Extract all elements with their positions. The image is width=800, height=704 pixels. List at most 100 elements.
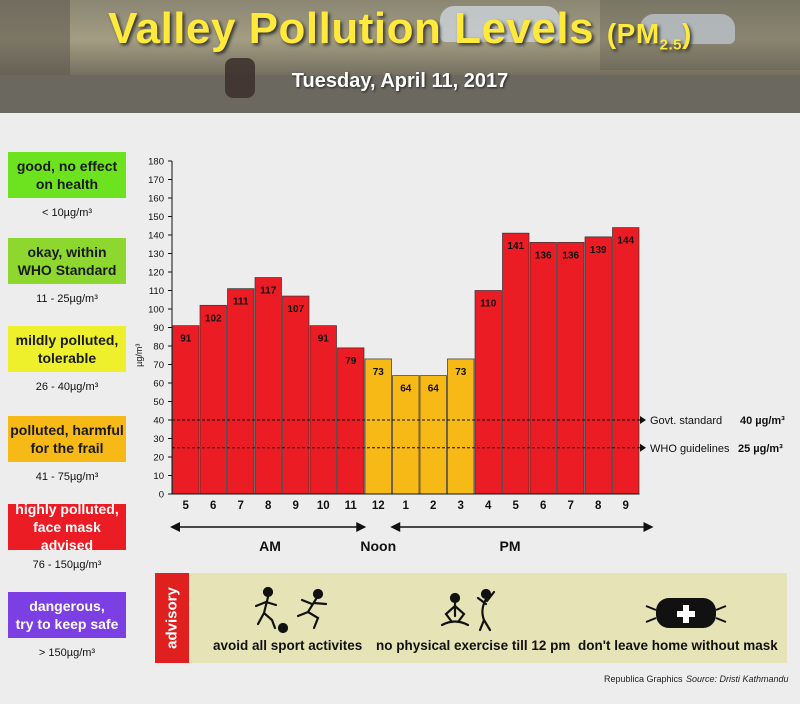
y-tick-label: 100 bbox=[148, 305, 164, 316]
x-tick-label: 5 bbox=[513, 500, 520, 512]
legend-range-4: 41 - 75µg/m³ bbox=[35, 471, 99, 483]
data-label: 111 bbox=[233, 297, 249, 308]
y-tick-label: 150 bbox=[148, 212, 164, 223]
legend-range-5: 76 - 150µg/m³ bbox=[32, 559, 102, 571]
reference-arrow bbox=[640, 443, 646, 452]
x-tick-label: 5 bbox=[183, 500, 190, 512]
legend-range-6: > 150µg/m³ bbox=[38, 647, 96, 659]
y-tick-label: 10 bbox=[153, 471, 164, 482]
bar-7 bbox=[557, 242, 585, 495]
data-label: 136 bbox=[535, 250, 552, 261]
bar-9 bbox=[282, 295, 310, 495]
x-tick-label: 2 bbox=[430, 500, 436, 512]
y-tick-label: 170 bbox=[148, 175, 164, 186]
meditation-icon bbox=[440, 592, 470, 627]
bar-10 bbox=[309, 325, 337, 495]
y-tick-label: 70 bbox=[153, 360, 164, 371]
title-pm-text: (PM bbox=[606, 18, 660, 49]
x-tick-label: 12 bbox=[372, 500, 385, 512]
data-label: 64 bbox=[428, 384, 440, 395]
bar-2 bbox=[419, 375, 447, 495]
pm-left-arrow bbox=[390, 522, 401, 532]
legend-label-line1: dangerous, bbox=[29, 598, 105, 614]
reference-arrow bbox=[640, 416, 646, 424]
bar-7 bbox=[227, 288, 255, 495]
data-label: 136 bbox=[562, 250, 579, 261]
x-tick-label: 6 bbox=[540, 500, 546, 512]
bar-4 bbox=[474, 290, 502, 495]
y-tick-label: 120 bbox=[148, 268, 164, 279]
x-tick-label: 8 bbox=[265, 500, 272, 512]
bar-5 bbox=[172, 325, 200, 495]
legend-swatch-2: okay, within WHO Standard bbox=[8, 238, 126, 284]
background-building bbox=[0, 0, 70, 75]
y-tick-label: 20 bbox=[153, 453, 164, 464]
sport-icon bbox=[254, 586, 328, 634]
legend-range-3: 26 - 40µg/m³ bbox=[35, 381, 99, 393]
background-car bbox=[640, 14, 735, 44]
y-tick-label: 80 bbox=[153, 342, 164, 353]
legend-swatch-5: highly polluted, face mask advised bbox=[8, 501, 126, 553]
x-tick-label: 7 bbox=[568, 500, 574, 512]
legend-label-line1: good, no effect bbox=[16, 158, 118, 174]
legend-label-line1: mildly polluted, bbox=[15, 332, 119, 348]
y-tick-label: 50 bbox=[153, 397, 164, 408]
legend-label-line2: try to keep safe bbox=[15, 616, 119, 632]
credit-source: Source: Dristi Kathmandu bbox=[686, 674, 789, 684]
bar-11 bbox=[337, 347, 365, 495]
credit-graphics: Republica Graphics bbox=[604, 674, 683, 684]
legend-range-1: < 10µg/m³ bbox=[41, 207, 93, 219]
data-label: 64 bbox=[400, 384, 412, 395]
x-tick-label: 11 bbox=[345, 500, 358, 512]
title-pm-subscript: 2.5 bbox=[659, 36, 682, 54]
y-tick-label: 160 bbox=[148, 194, 164, 205]
y-tick-label: 130 bbox=[148, 249, 164, 260]
advisory-tab: advisory bbox=[155, 573, 189, 663]
reference-label: WHO guidelines bbox=[650, 443, 730, 455]
y-tick-label: 180 bbox=[148, 157, 164, 168]
x-tick-label: 6 bbox=[210, 500, 216, 512]
reference-label: Govt. standard bbox=[650, 415, 722, 427]
x-tick-label: 8 bbox=[595, 500, 602, 512]
y-tick-label: 0 bbox=[159, 490, 164, 501]
y-tick-label: 90 bbox=[153, 323, 164, 334]
background-car bbox=[440, 6, 560, 42]
legend-swatch-1: good, no effect on health bbox=[8, 152, 126, 198]
pm-right-arrow bbox=[643, 522, 654, 532]
title-main: Valley Pollution Levels bbox=[108, 4, 595, 53]
y-tick-label: 40 bbox=[153, 416, 164, 427]
data-label: 141 bbox=[507, 241, 524, 252]
legend-label-line1: highly polluted, bbox=[15, 501, 119, 517]
bar-5 bbox=[502, 232, 530, 495]
advisory-item-2: no physical exercise till 12 pm bbox=[376, 638, 571, 653]
period-label-noon: Noon bbox=[360, 538, 396, 554]
y-tick-label: 30 bbox=[153, 434, 164, 445]
x-tick-label: 4 bbox=[485, 500, 492, 512]
data-label: 102 bbox=[205, 313, 222, 324]
bar-6 bbox=[199, 304, 227, 495]
legend-label-line2: WHO Standard bbox=[17, 262, 117, 278]
bar-8 bbox=[254, 277, 282, 495]
advisory-item-1: avoid all sport activites bbox=[213, 638, 363, 653]
mask-icon bbox=[645, 598, 727, 628]
data-label: 110 bbox=[480, 299, 497, 310]
data-label: 73 bbox=[455, 367, 467, 378]
title-pm-close: ) bbox=[682, 18, 692, 49]
y-axis-label: µg/m³ bbox=[134, 344, 144, 367]
data-label: 73 bbox=[373, 367, 385, 378]
legend-label-line1: okay, within bbox=[27, 244, 107, 260]
y-tick-label: 110 bbox=[149, 286, 164, 297]
advisory-item-3: don't leave home without mask bbox=[578, 638, 778, 653]
page-date: Tuesday, April 11, 2017 bbox=[291, 70, 509, 92]
x-tick-label: 9 bbox=[623, 500, 629, 512]
am-right-arrow bbox=[356, 522, 367, 532]
background-motorbike bbox=[225, 58, 255, 98]
data-label: 91 bbox=[318, 334, 330, 345]
legend-swatch-3: mildly polluted, tolerable bbox=[8, 326, 126, 372]
legend-label-line2: on health bbox=[35, 176, 99, 192]
legend-range-2: 11 - 25µg/m³ bbox=[36, 293, 98, 305]
data-label: 107 bbox=[287, 304, 304, 315]
background-road bbox=[0, 75, 800, 113]
